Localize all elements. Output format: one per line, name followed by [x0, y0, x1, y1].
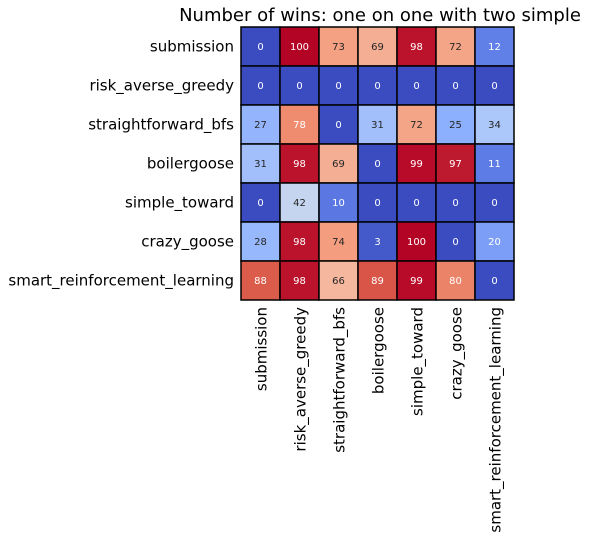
cell-value-label: 0	[257, 198, 263, 209]
cell-value-label: 88	[254, 276, 267, 287]
cell-value-label: 98	[293, 159, 306, 170]
cell-value-label: 0	[257, 42, 263, 53]
cell-value-label: 0	[374, 198, 380, 209]
heatmap-cell	[357, 260, 398, 301]
heatmap-cell	[474, 221, 515, 262]
cell-value-label: 3	[374, 237, 380, 248]
cell-value-label: 0	[374, 159, 380, 170]
cell-value-label: 0	[413, 198, 419, 209]
y-tick-label: crazy_goose	[141, 233, 234, 252]
cell-value-label: 10	[332, 198, 345, 209]
y-tick-labels: submission risk_averse_greedy straightforw…	[8, 38, 234, 291]
heatmap-cell	[318, 65, 359, 106]
heatmap-cell	[435, 104, 476, 145]
cell-value-label: 0	[452, 198, 458, 209]
heatmap-cell	[474, 65, 515, 106]
cell-value-label: 72	[449, 42, 462, 53]
cell-value-label: 0	[413, 81, 419, 92]
heatmap-cell	[474, 260, 515, 301]
heatmap-cell	[240, 65, 281, 106]
cell-value-label: 0	[452, 81, 458, 92]
cell-value-label: 100	[407, 237, 426, 248]
cell-value-label: 97	[449, 159, 462, 170]
heatmap-cell	[396, 260, 437, 301]
cell-value-label: 74	[332, 237, 345, 248]
x-tick-labels: submission risk_averse_greedy straightforw…	[253, 307, 506, 533]
cell-value-label: 98	[293, 276, 306, 287]
cell-value-label: 0	[491, 81, 497, 92]
heatmap-cell	[240, 143, 281, 184]
cell-value-label: 20	[488, 237, 501, 248]
x-tick-label: straightforward_bfs	[331, 307, 350, 453]
cell-value-label: 28	[254, 237, 267, 248]
heatmap-cell	[240, 182, 281, 223]
cell-value-label: 31	[254, 159, 267, 170]
cell-value-label: 69	[332, 159, 345, 170]
x-tick-label: risk_averse_greedy	[292, 307, 311, 452]
heatmap-cell	[435, 26, 476, 67]
y-tick-label: risk_averse_greedy	[89, 77, 234, 96]
cell-value-label: 100	[290, 42, 309, 53]
x-tick-label: simple_toward	[409, 307, 428, 416]
heatmap-cell	[396, 65, 437, 106]
cell-value-label: 99	[410, 276, 423, 287]
y-tick-label: smart_reinforcement_learning	[8, 272, 234, 291]
cell-value-label: 0	[335, 81, 341, 92]
y-tick-label: straightforward_bfs	[88, 116, 234, 135]
cell-value-label: 72	[410, 120, 423, 131]
cell-value-label: 69	[371, 42, 384, 53]
heatmap-cell	[318, 260, 359, 301]
cell-value-label: 89	[371, 276, 384, 287]
cell-value-label: 98	[410, 42, 423, 53]
cell-value-label: 42	[293, 198, 306, 209]
y-tick-label: submission	[150, 38, 234, 56]
cell-value-label: 0	[491, 198, 497, 209]
cell-value-label: 12	[488, 42, 501, 53]
heatmap-cell	[279, 143, 320, 184]
heatmap-cell	[279, 221, 320, 262]
cell-value-label: 66	[332, 276, 345, 287]
cell-value-label: 0	[374, 81, 380, 92]
cell-value-label: 80	[449, 276, 462, 287]
cell-value-label: 27	[254, 120, 267, 131]
heatmap-cell	[318, 182, 359, 223]
chart-title: Number of wins: one on one with two simp…	[179, 5, 581, 26]
cell-value-label: 98	[293, 237, 306, 248]
cell-value-label: 73	[332, 42, 345, 53]
cell-value-label: 0	[335, 120, 341, 131]
cell-value-label: 25	[449, 120, 462, 131]
heatmap-cell	[435, 143, 476, 184]
cell-value-label: 0	[257, 81, 263, 92]
heatmap-cell	[435, 260, 476, 301]
y-tick-label: simple_toward	[125, 194, 234, 213]
cell-value-label: 78	[293, 120, 306, 131]
cell-value-label: 31	[371, 120, 384, 131]
heatmap-cell	[240, 221, 281, 262]
cell-value-label: 0	[452, 237, 458, 248]
heatmap-cell	[396, 104, 437, 145]
x-tick-label: submission	[253, 307, 271, 391]
x-tick-label: crazy_goose	[448, 307, 467, 400]
heatmap-cell	[279, 104, 320, 145]
cell-value-label: 99	[410, 159, 423, 170]
cell-value-label: 0	[491, 276, 497, 287]
x-tick-label: smart_reinforcement_learning	[487, 307, 506, 533]
y-tick-label: boilergoose	[147, 155, 234, 173]
x-tick-label: boilergoose	[370, 307, 388, 394]
cell-value-label: 34	[488, 120, 501, 131]
heatmap-cell	[474, 104, 515, 145]
heatmap-cell	[318, 104, 359, 145]
cell-value-label: 11	[488, 159, 501, 170]
cell-value-label: 0	[296, 81, 302, 92]
